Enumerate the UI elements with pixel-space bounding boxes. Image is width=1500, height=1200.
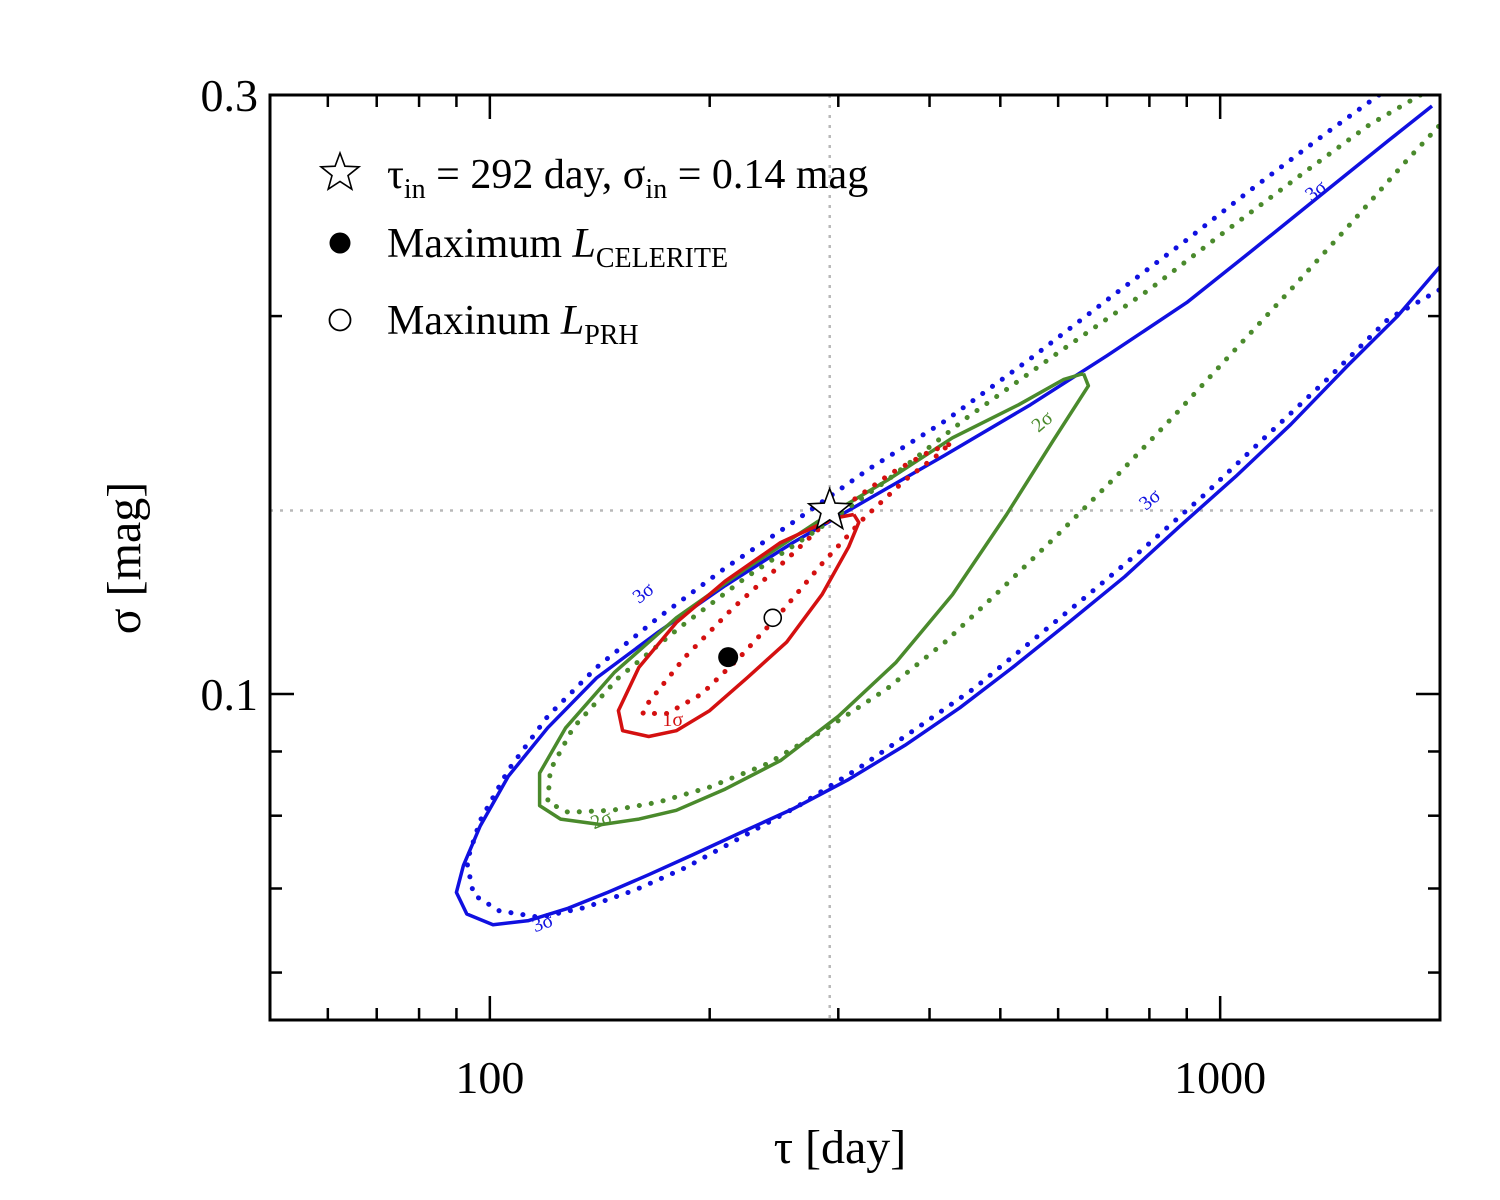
contour-2sigma-celerite xyxy=(537,371,1091,827)
legend-filled-circle-icon xyxy=(329,232,351,254)
legend-entry-1: Maximum LCELERITE​ xyxy=(387,221,728,274)
contour-label-2: 3σ xyxy=(629,578,659,608)
contour-2sigma-prh xyxy=(545,95,1440,815)
legend-open-circle-icon xyxy=(328,308,352,332)
legend-entry-2: Maxinum LPRH​ xyxy=(387,298,639,351)
legend-star-icon xyxy=(318,150,362,192)
legend: τin​ = 292 day, σin​ = 0.14 mag Maximum L… xyxy=(318,150,868,351)
reference-lines xyxy=(270,95,1440,1020)
max-prh-marker xyxy=(763,608,783,628)
markers xyxy=(718,486,853,668)
axis-ticks xyxy=(270,93,1440,1020)
x-tick-label-100: 100 xyxy=(455,1052,524,1103)
contour-label-4: 2σ xyxy=(1027,406,1057,436)
y-tick-label-0.1: 0.1 xyxy=(201,669,259,720)
y-axis-title: σ [mag] xyxy=(98,482,151,634)
contour-1sigma-celerite xyxy=(616,512,861,739)
tick-labels: 100 1000 0.1 0.3 xyxy=(201,70,1267,1103)
x-tick-label-1000: 1000 xyxy=(1174,1052,1266,1103)
input-star-marker xyxy=(806,486,853,531)
max-celerite-marker xyxy=(718,647,739,668)
contour-layer xyxy=(454,95,1440,927)
plot-frame xyxy=(268,93,1442,1022)
y-tick-label-0.3: 0.3 xyxy=(201,70,259,121)
contour-3sigma-celerite xyxy=(454,104,1440,927)
contour-label-0: 3σ xyxy=(1301,176,1331,206)
contour-3sigma-prh xyxy=(464,95,1440,920)
legend-entry-0: τin​ = 292 day, σin​ = 0.14 mag xyxy=(387,152,868,205)
contour-1sigma-prh xyxy=(640,442,952,716)
x-axis-title: τ [day] xyxy=(774,1121,907,1174)
contour-label-6: 1σ xyxy=(662,709,683,731)
